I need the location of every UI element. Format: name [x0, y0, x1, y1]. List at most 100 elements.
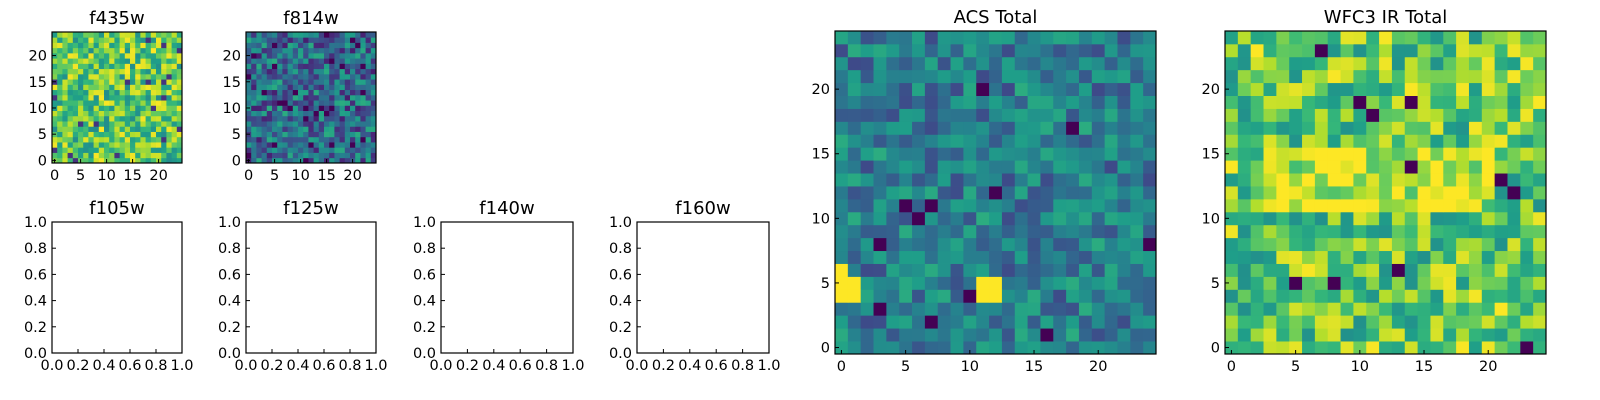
heatmap-cell — [1225, 328, 1239, 342]
heatmap-cell — [1130, 82, 1144, 96]
heatmap-cell — [1250, 263, 1264, 277]
heatmap-cell — [937, 289, 951, 303]
heatmap-cell — [1468, 211, 1483, 226]
heatmap-cell — [365, 79, 372, 85]
heatmap-cell — [303, 115, 309, 122]
heatmap-cell — [924, 173, 939, 187]
heatmap-cell — [98, 94, 105, 101]
heatmap-cell — [835, 237, 849, 252]
heatmap-cell — [1053, 134, 1067, 148]
heatmap-cell — [329, 121, 335, 127]
heatmap-cell — [1430, 43, 1444, 58]
heatmap-cell — [339, 142, 346, 148]
heatmap-cell — [1276, 31, 1290, 45]
heatmap-cell — [860, 211, 874, 226]
heatmap-cell — [318, 47, 325, 54]
heatmap-cell — [1302, 147, 1316, 161]
y-tick-label: 1.0 — [413, 215, 436, 231]
heatmap-cell — [1276, 56, 1290, 71]
heatmap-cell — [1353, 147, 1367, 161]
heatmap-cell — [150, 147, 157, 153]
heatmap-cell — [1314, 250, 1329, 264]
heatmap-cell — [937, 263, 951, 277]
heatmap-cell — [1366, 31, 1380, 45]
heatmap-cell — [1327, 237, 1341, 252]
heatmap-cell — [135, 47, 141, 54]
heatmap-cell — [272, 89, 278, 96]
heatmap-cell — [1481, 134, 1496, 148]
heatmap-cell — [282, 84, 288, 91]
heatmap-cell — [282, 94, 288, 101]
heatmap-cell — [1276, 250, 1290, 264]
heatmap-cell — [924, 134, 939, 148]
heatmap-cell — [135, 63, 141, 70]
heatmap-cell — [1494, 186, 1508, 200]
heatmap-cell — [1430, 69, 1444, 84]
heatmap-cell — [1340, 198, 1354, 213]
heatmap-cell — [1327, 31, 1341, 45]
heatmap-cell — [924, 237, 939, 252]
heatmap-cell — [266, 32, 273, 38]
heatmap-cell — [976, 289, 990, 303]
heatmap-cell — [287, 115, 294, 122]
heatmap-cell — [1340, 43, 1354, 58]
heatmap-cell — [937, 69, 951, 84]
heatmap-cell — [140, 147, 146, 153]
heatmap-cell — [989, 289, 1003, 303]
heatmap-cell — [370, 152, 377, 159]
heatmap-cell — [67, 37, 74, 43]
heatmap-cell — [287, 105, 294, 111]
heatmap-cell — [1302, 121, 1316, 135]
heatmap-cell — [1353, 134, 1367, 148]
heatmap-cell — [57, 84, 63, 91]
heatmap-cell — [912, 31, 926, 45]
heatmap-cell — [1130, 69, 1144, 84]
heatmap-cell — [308, 63, 314, 70]
heatmap-cell — [1078, 173, 1093, 187]
heatmap-cell — [1520, 224, 1534, 239]
heatmap-cell — [62, 126, 68, 132]
heatmap-cell — [1225, 341, 1239, 355]
heatmap-cell — [256, 47, 262, 54]
heatmap-cell — [88, 79, 94, 85]
heatmap-cell — [171, 42, 178, 49]
heatmap-cell — [1117, 173, 1131, 187]
heatmap-cell — [899, 237, 913, 252]
heatmap-cell — [950, 69, 964, 84]
heatmap-cell — [150, 94, 157, 101]
heatmap-cell — [329, 100, 335, 106]
heatmap-cell — [272, 105, 278, 111]
heatmap-cell — [1468, 186, 1483, 200]
heatmap-cell — [1091, 56, 1106, 71]
heatmap-cell — [313, 115, 320, 122]
heatmap-cell — [963, 147, 977, 161]
heatmap-cell — [83, 94, 89, 101]
heatmap-cell — [1263, 250, 1277, 264]
heatmap-cell — [251, 84, 257, 91]
heatmap-cell — [1533, 173, 1547, 187]
heatmap-cell — [1404, 134, 1418, 148]
heatmap-cell — [156, 152, 162, 159]
heatmap-cell — [334, 157, 340, 164]
heatmap-cell — [873, 276, 887, 290]
heatmap-cell — [266, 47, 273, 54]
heatmap-cell — [924, 121, 939, 135]
heatmap-cell — [277, 142, 283, 148]
heatmap-cell — [1494, 173, 1508, 187]
heatmap-cell — [1353, 237, 1367, 252]
heatmap-cell — [976, 173, 990, 187]
heatmap-cell — [313, 105, 320, 111]
heatmap-cell — [835, 211, 849, 226]
heatmap-cell — [109, 131, 115, 138]
heatmap-cell — [1066, 31, 1080, 45]
x-tick-label: 20 — [1089, 359, 1107, 375]
heatmap-cell — [1340, 134, 1354, 148]
heatmap-cell — [282, 79, 288, 85]
heatmap-cell — [1225, 211, 1239, 226]
heatmap-cell — [912, 328, 926, 342]
heatmap-cell — [365, 115, 372, 122]
heatmap-cell — [303, 136, 309, 143]
heatmap-cell — [1494, 224, 1508, 239]
heatmap-cell — [1340, 56, 1354, 71]
heatmap-cell — [272, 68, 278, 75]
